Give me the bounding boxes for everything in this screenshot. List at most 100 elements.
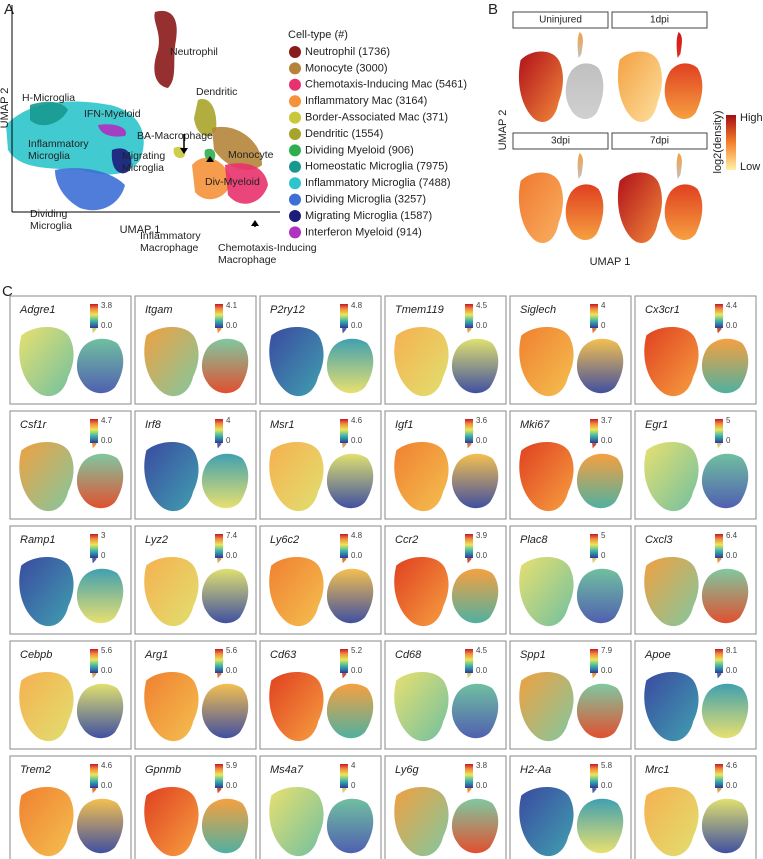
- cluster-top: [676, 153, 682, 179]
- cluster-right: [664, 184, 703, 241]
- colorbar: [90, 419, 98, 443]
- cluster-label: Neutrophil: [170, 46, 218, 58]
- cluster-top: [577, 32, 583, 58]
- cluster-left: [644, 786, 699, 857]
- umap-plot: [394, 767, 499, 857]
- colorbar: [465, 649, 473, 673]
- cluster-right: [326, 798, 374, 854]
- colorbar: [340, 304, 348, 328]
- cluster-label: IFN-Myeloid: [84, 108, 141, 120]
- umap-plot: [144, 422, 249, 512]
- cluster-right: [576, 568, 624, 624]
- gene-name: Ccr2: [395, 534, 418, 546]
- cluster-label: Inflammatory: [28, 138, 89, 150]
- facet-title: Uninjured: [539, 15, 582, 26]
- colorbar-max: 7.4: [226, 531, 238, 540]
- colorbar-max: 4.6: [101, 761, 113, 770]
- cluster-left: [19, 556, 74, 627]
- cluster-right: [76, 338, 124, 394]
- colorbar-min: 0.0: [101, 781, 113, 790]
- cluster-left: [144, 556, 199, 627]
- umap-plot: [617, 153, 703, 243]
- cluster-right: [201, 683, 249, 739]
- gene-name: Plac8: [520, 534, 548, 546]
- colorbar-min: 0: [226, 436, 231, 445]
- legend-label: Migrating Microglia (1587): [305, 210, 432, 222]
- cluster-migrating-microglia: [111, 148, 132, 174]
- colorbar-low: Low: [740, 161, 760, 173]
- colorbar-max: 5.9: [226, 761, 238, 770]
- cluster-right: [201, 568, 249, 624]
- colorbar: [340, 649, 348, 673]
- colorbar-max: 5: [726, 416, 731, 425]
- umap-plot: [644, 537, 749, 627]
- cluster-left: [519, 326, 574, 397]
- gene-name: Cebpb: [20, 649, 52, 661]
- cluster-homeostatic-microglia: [30, 101, 68, 126]
- umap-plot: [269, 307, 374, 397]
- cluster-right: [701, 683, 749, 739]
- cluster-left: [644, 326, 699, 397]
- facet-strip: [611, 132, 708, 150]
- cluster-left: [269, 441, 324, 512]
- gene-name: H2-Aa: [520, 764, 551, 776]
- cluster-label: Chemotaxis-Inducing: [218, 242, 317, 254]
- gene-name: Mki67: [520, 419, 550, 431]
- gene-name: Egr1: [645, 419, 668, 431]
- colorbar-min: 0.0: [351, 321, 363, 330]
- cluster-label: Microglia: [30, 220, 72, 232]
- cluster-label: Migrating: [122, 150, 165, 162]
- cluster-label: Microglia: [122, 162, 164, 174]
- colorbar: [715, 534, 723, 558]
- cluster-right: [76, 453, 124, 509]
- legend-swatch: [289, 128, 301, 140]
- colorbar: [465, 304, 473, 328]
- cluster-left: [19, 786, 74, 857]
- cluster-left: [518, 172, 563, 243]
- cluster-left: [144, 326, 199, 397]
- cluster-left: [518, 51, 563, 122]
- colorbar-max: 6.4: [726, 531, 738, 540]
- colorbar: [590, 304, 598, 328]
- cluster-left: [394, 441, 449, 512]
- colorbar-max: 4: [226, 416, 231, 425]
- cluster-right: [701, 453, 749, 509]
- colorbar-min: 0.0: [726, 666, 738, 675]
- colorbar: [90, 304, 98, 328]
- cluster-right: [326, 683, 374, 739]
- cluster-label: Dividing: [30, 208, 68, 220]
- cluster-label: Microglia: [28, 150, 70, 162]
- cluster-left: [617, 51, 662, 122]
- cluster-left: [269, 326, 324, 397]
- cluster-label: Inflammatory: [140, 230, 201, 242]
- facet-strip: [512, 132, 609, 150]
- gene-name: Cd63: [270, 649, 297, 661]
- cluster-right: [576, 683, 624, 739]
- panel-letter: A: [4, 1, 14, 18]
- arrow-head: [180, 148, 188, 154]
- cluster-label: H-Microglia: [22, 92, 75, 104]
- colorbar-max: 4.8: [351, 301, 363, 310]
- colorbar: [590, 534, 598, 558]
- legend-title: Cell-type (#): [288, 29, 348, 41]
- colorbar-max: 7.9: [601, 646, 613, 655]
- cluster-right: [201, 338, 249, 394]
- colorbar-max: 3.9: [476, 531, 488, 540]
- gene-name: P2ry12: [270, 304, 305, 316]
- facet-title: 7dpi: [650, 136, 669, 147]
- gene-name: Arg1: [144, 649, 168, 661]
- cluster-label: Macrophage: [218, 254, 277, 266]
- umap-plot: [644, 422, 749, 512]
- cluster-right: [201, 798, 249, 854]
- colorbar-max: 5.6: [101, 646, 113, 655]
- colorbar-max: 4.6: [726, 761, 738, 770]
- colorbar-max: 3.7: [601, 416, 613, 425]
- cluster-neutrophil: [154, 10, 177, 89]
- cluster-right: [576, 798, 624, 854]
- cluster-right: [76, 568, 124, 624]
- colorbar-max: 3.6: [476, 416, 488, 425]
- cluster-right: [451, 568, 499, 624]
- facet-strip: [512, 11, 609, 29]
- legend-swatch: [289, 177, 301, 190]
